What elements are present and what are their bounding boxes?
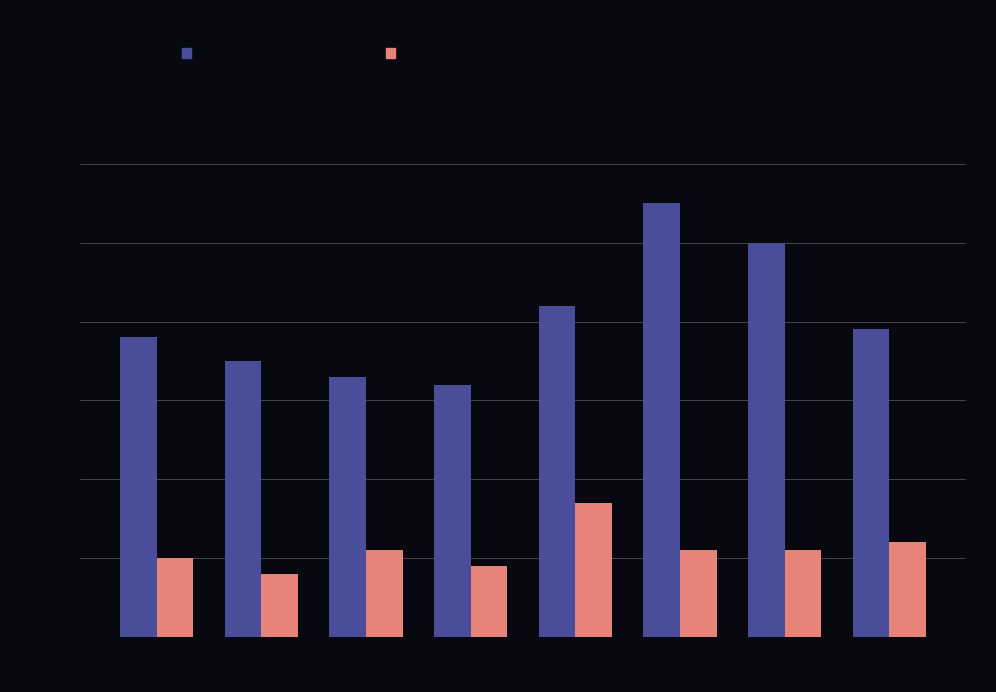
Bar bbox=[785, 550, 821, 637]
Bar bbox=[434, 385, 470, 637]
Bar bbox=[120, 337, 156, 637]
Bar bbox=[643, 203, 680, 637]
Bar bbox=[470, 566, 507, 637]
Bar bbox=[225, 361, 261, 637]
Bar bbox=[366, 550, 402, 637]
Bar bbox=[261, 574, 298, 637]
Bar bbox=[889, 542, 926, 637]
Bar bbox=[330, 376, 366, 637]
Bar bbox=[156, 558, 193, 637]
Bar bbox=[853, 329, 889, 637]
Bar bbox=[748, 243, 785, 637]
Bar bbox=[680, 550, 716, 637]
Bar bbox=[576, 502, 612, 637]
Legend: Ei maksuvaikeuksia, Maksuvaikeuksia: Ei maksuvaikeuksia, Maksuvaikeuksia bbox=[176, 40, 537, 67]
Bar bbox=[539, 306, 576, 637]
